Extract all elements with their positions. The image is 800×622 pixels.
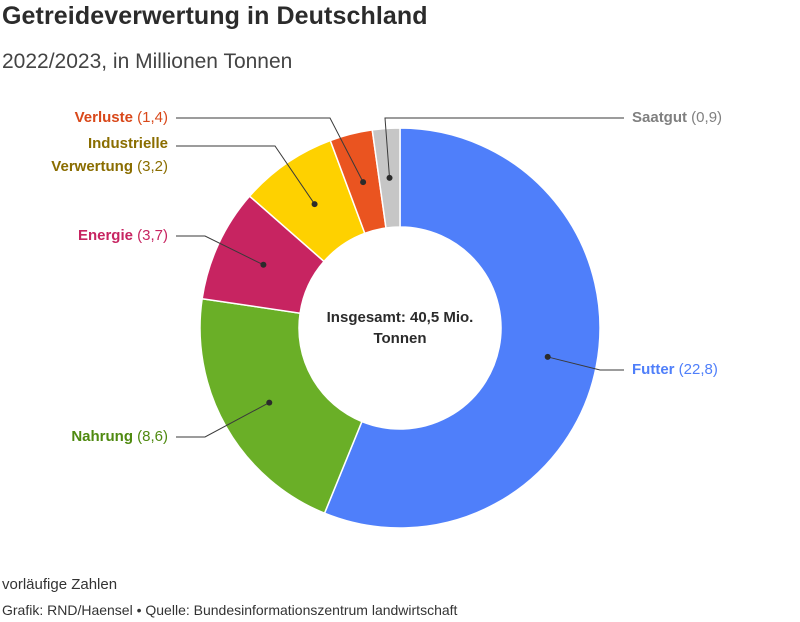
leader-line-saatgut (384, 117, 624, 178)
leader-line-futter (547, 356, 624, 371)
slice-label-name: Nahrung (71, 428, 133, 445)
slice-label-value: (3,2) (133, 158, 168, 175)
slice-label-name: Energie (78, 227, 133, 244)
leader-dot-energie (260, 261, 267, 268)
slice-futter (323, 127, 601, 529)
slice-label-name: Futter (632, 361, 675, 378)
footnote: vorläufige Zahlen (2, 576, 118, 593)
leader-dot-nahrung (266, 399, 273, 406)
leader-dot-industrielle-verwertung (311, 201, 318, 208)
leader-line-energie (176, 235, 264, 266)
chart-title: Getreideverwertung in Deutschland (2, 2, 428, 30)
slice-label-value: (8,6) (133, 428, 168, 445)
slice-nahrung (199, 297, 363, 515)
slice-label-value: (3,7) (133, 227, 168, 244)
slice-label-name: Verluste (75, 109, 133, 126)
slice-label-name: Saatgut (632, 109, 687, 126)
leader-line-verluste (176, 117, 364, 183)
center-total-label: Tonnen (373, 330, 426, 347)
slice-label-industrielle-verwertung: Verwertung (3,2) (51, 158, 168, 175)
leader-dot-saatgut (386, 174, 393, 181)
slice-label-futter: Futter (22,8) (632, 361, 718, 378)
slice-label-name: Verwertung (51, 158, 133, 175)
slice-saatgut (371, 127, 401, 229)
leader-dot-verluste (360, 179, 367, 186)
slice-label-energie: Energie (3,7) (78, 227, 168, 244)
donut-chart: Futter (22,8) Nahrung (8,6) Energie (3,7) I… (51, 109, 722, 529)
chart-subtitle: 2022/2023, in Millionen Tonnen (2, 50, 293, 73)
slice-label-verluste: Verluste (1,4) (75, 109, 168, 126)
slice-label-nahrung: Nahrung (8,6) (71, 428, 168, 445)
leader-line-nahrung (176, 402, 270, 438)
slice-label-saatgut: Saatgut (0,9) (632, 109, 722, 126)
slice-label-value: (0,9) (687, 109, 722, 126)
slice-label-value: (22,8) (675, 361, 718, 378)
slice-label-value: (1,4) (133, 109, 168, 126)
slice-label-name: Industrielle (88, 135, 168, 152)
source-credit: Grafik: RND/Haensel • Quelle: Bundesinfo… (2, 602, 458, 618)
leader-line-industrielle-verwertung (176, 145, 315, 205)
center-total-label: Insgesamt: 40,5 Mio. (327, 309, 474, 326)
leader-dot-futter (544, 353, 551, 360)
slice-label-industrielle-verwertung: Industrielle (88, 135, 168, 152)
